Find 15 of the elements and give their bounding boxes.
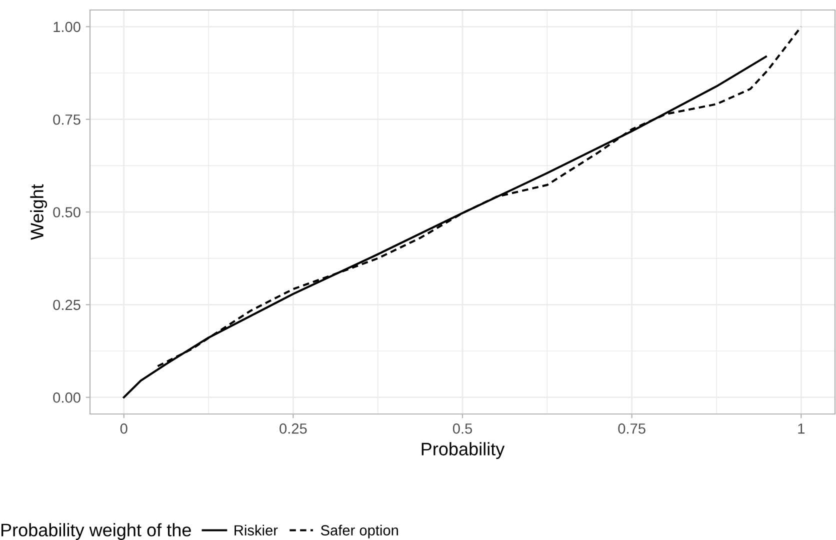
legend-label: Safer option [320, 524, 398, 538]
x-axis-title: Probability [422, 442, 505, 460]
y-tick-label: 0.25 [53, 300, 80, 310]
y-tick-label: 1.00 [54, 22, 80, 32]
x-tick-label: 0.25 [280, 423, 307, 434]
y-tick-label: 0.50 [53, 207, 80, 218]
y-tick-label: 0.00 [53, 392, 80, 403]
y-tick-label: 0.75 [53, 114, 80, 125]
x-tick-label: 0.75 [618, 423, 646, 434]
x-tick-label: 0.5 [452, 423, 472, 434]
x-tick-label: 1 [798, 424, 804, 434]
legend-title: Probability weight of the [1, 523, 191, 540]
x-tick-label: 0 [120, 423, 128, 434]
y-axis-title: Weight [30, 184, 48, 240]
legend-label: Riskier [234, 524, 278, 536]
